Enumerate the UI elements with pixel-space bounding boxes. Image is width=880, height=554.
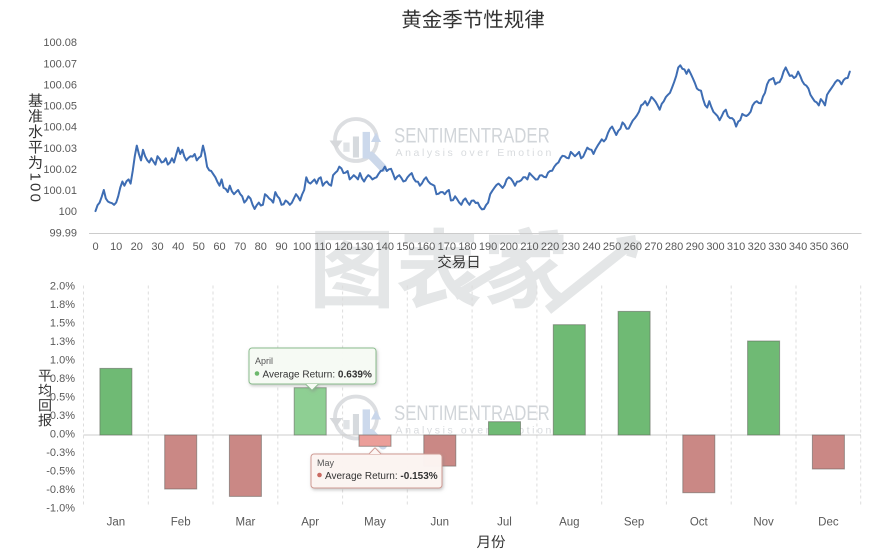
svg-text:220: 220 [541,241,559,253]
svg-text:Mar: Mar [235,517,255,529]
svg-text:100.03: 100.03 [43,143,77,155]
svg-text:100.02: 100.02 [43,164,77,176]
svg-text:50: 50 [193,241,205,253]
svg-text:1.0%: 1.0% [50,355,75,367]
svg-text:Average Return: 0.639%: Average Return: 0.639% [263,370,372,381]
svg-text:100.01: 100.01 [43,185,77,197]
svg-text:340: 340 [789,241,807,253]
svg-text:300: 300 [706,241,724,253]
svg-text:150: 150 [396,241,414,253]
svg-text:1.5%: 1.5% [50,318,75,330]
svg-text:0: 0 [92,241,98,253]
svg-text:10: 10 [110,241,122,253]
svg-text:100: 100 [293,241,311,253]
svg-text:60: 60 [213,241,225,253]
svg-text:Feb: Feb [171,517,191,529]
svg-text:0.5%: 0.5% [50,391,75,403]
svg-text:Jul: Jul [497,517,512,529]
svg-text:270: 270 [644,241,662,253]
svg-text:320: 320 [748,241,766,253]
svg-text:99.99: 99.99 [49,227,77,239]
svg-text:110: 110 [314,241,332,253]
svg-text:30: 30 [151,241,163,253]
svg-text:260: 260 [624,241,642,253]
svg-text:-0.8%: -0.8% [46,484,75,496]
svg-text:140: 140 [376,241,394,253]
svg-text:250: 250 [603,241,621,253]
svg-text:Dec: Dec [818,517,839,529]
svg-text:130: 130 [355,241,373,253]
svg-text:70: 70 [234,241,246,253]
svg-text:-1.0%: -1.0% [46,502,75,514]
svg-text:240: 240 [582,241,600,253]
svg-text:20: 20 [131,241,143,253]
svg-text:80: 80 [255,241,267,253]
svg-text:Apr: Apr [301,517,319,529]
svg-text:0.0%: 0.0% [50,428,75,440]
svg-text:100.07: 100.07 [43,58,77,70]
svg-text:310: 310 [727,241,745,253]
svg-text:210: 210 [520,241,538,253]
svg-text:SENTIMENTRADER: SENTIMENTRADER [394,125,550,148]
svg-text:0.3%: 0.3% [50,410,75,422]
svg-text:350: 350 [810,241,828,253]
svg-text:April: April [255,356,273,366]
svg-text:1.3%: 1.3% [50,336,75,348]
svg-text:40: 40 [172,241,184,253]
svg-text:120: 120 [334,241,352,253]
svg-text:100.05: 100.05 [43,101,77,113]
svg-text:200: 200 [500,241,518,253]
svg-text:100.06: 100.06 [43,80,77,92]
svg-text:280: 280 [665,241,683,253]
svg-text:90: 90 [275,241,287,253]
svg-text:170: 170 [438,241,456,253]
svg-text:100: 100 [59,206,77,218]
svg-text:Jun: Jun [431,517,450,529]
svg-text:290: 290 [686,241,704,253]
svg-text:Sep: Sep [624,517,644,529]
svg-text:Oct: Oct [690,517,709,529]
svg-text:Nov: Nov [753,517,774,529]
svg-text:Aug: Aug [559,517,579,529]
svg-text:May: May [364,517,386,529]
svg-text:May: May [317,458,335,468]
svg-text:160: 160 [417,241,435,253]
svg-text:190: 190 [479,241,497,253]
svg-text:330: 330 [768,241,786,253]
svg-text:Analysis over Emotion: Analysis over Emotion [396,147,554,159]
svg-text:180: 180 [458,241,476,253]
svg-text:2.0%: 2.0% [50,281,75,293]
svg-text:Average Return: -0.153%: Average Return: -0.153% [325,471,438,482]
svg-text:230: 230 [562,241,580,253]
svg-text:100.04: 100.04 [43,122,77,134]
svg-text:100.08: 100.08 [43,37,77,49]
svg-text:-0.5%: -0.5% [46,465,75,477]
svg-text:0.8%: 0.8% [50,373,75,385]
svg-text:100: 100 [27,173,44,205]
svg-text:360: 360 [830,241,848,253]
svg-text:-0.3%: -0.3% [46,447,75,459]
svg-text:1.8%: 1.8% [50,299,75,311]
svg-text:Jan: Jan [107,517,126,529]
